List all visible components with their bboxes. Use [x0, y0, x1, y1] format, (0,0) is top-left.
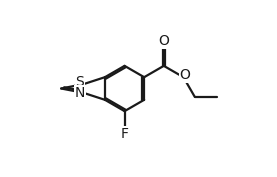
Text: O: O	[158, 34, 169, 48]
Text: O: O	[179, 68, 190, 82]
Text: F: F	[120, 127, 129, 141]
Text: N: N	[75, 86, 86, 100]
Text: S: S	[75, 75, 84, 89]
